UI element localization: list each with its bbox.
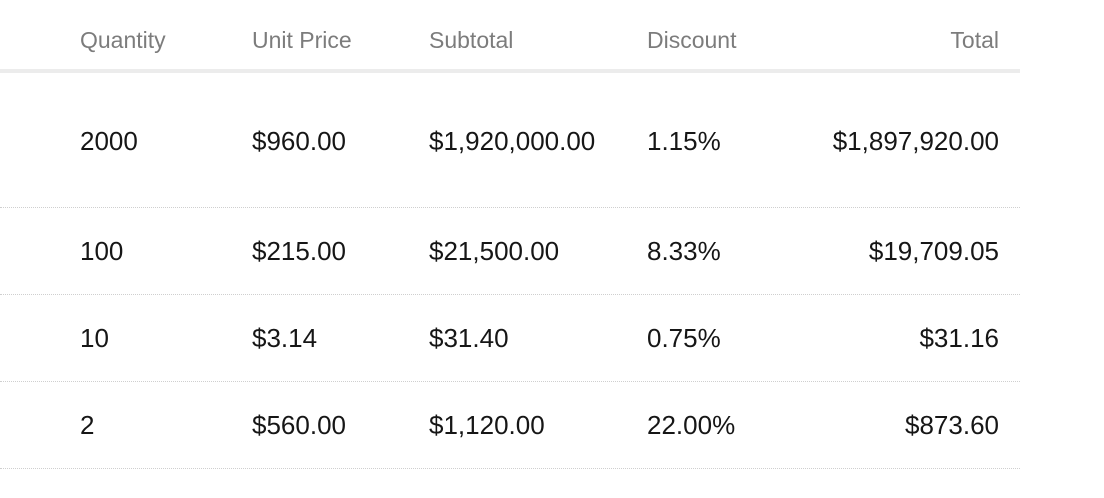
cell-subtotal: $1,920,000.00 bbox=[429, 126, 596, 156]
table-row: 2 $560.00 $1,120.00 22.00% $873.60 bbox=[0, 382, 1020, 469]
column-header-subtotal: Subtotal bbox=[429, 27, 514, 53]
cell-quantity: 2 bbox=[80, 410, 95, 440]
cell-discount: 1.15% bbox=[647, 126, 721, 156]
cell-quantity: 100 bbox=[80, 236, 124, 266]
cell-total: $873.60 bbox=[905, 410, 999, 440]
cell-subtotal: $21,500.00 bbox=[429, 236, 560, 266]
cell-quantity: 10 bbox=[80, 323, 109, 353]
table-row: 2000 $960.00 $1,920,000.00 1.15% $1,897,… bbox=[0, 73, 1020, 208]
cell-subtotal: $1,120.00 bbox=[429, 410, 545, 440]
table-header-row: Quantity Unit Price Subtotal Discount To… bbox=[0, 0, 1020, 73]
cell-quantity: 2000 bbox=[80, 126, 138, 156]
cell-unit-price: $560.00 bbox=[252, 410, 346, 440]
cell-unit-price: $3.14 bbox=[252, 323, 318, 353]
cell-total: $19,709.05 bbox=[868, 236, 999, 266]
column-header-discount: Discount bbox=[647, 27, 737, 53]
pricing-table: Quantity Unit Price Subtotal Discount To… bbox=[0, 0, 1020, 469]
column-header-total: Total bbox=[950, 27, 999, 53]
column-header-unit-price: Unit Price bbox=[252, 27, 352, 53]
column-header-quantity: Quantity bbox=[80, 27, 166, 53]
cell-unit-price: $960.00 bbox=[252, 126, 346, 156]
cell-total: $1,897,920.00 bbox=[832, 126, 999, 156]
cell-subtotal: $31.40 bbox=[429, 323, 509, 353]
cell-discount: 8.33% bbox=[647, 236, 721, 266]
cell-unit-price: $215.00 bbox=[252, 236, 346, 266]
table-row: 100 $215.00 $21,500.00 8.33% $19,709.05 bbox=[0, 208, 1020, 295]
cell-total: $31.16 bbox=[919, 323, 999, 353]
cell-discount: 0.75% bbox=[647, 323, 721, 353]
cell-discount: 22.00% bbox=[647, 410, 736, 440]
table-row: 10 $3.14 $31.40 0.75% $31.16 bbox=[0, 295, 1020, 382]
